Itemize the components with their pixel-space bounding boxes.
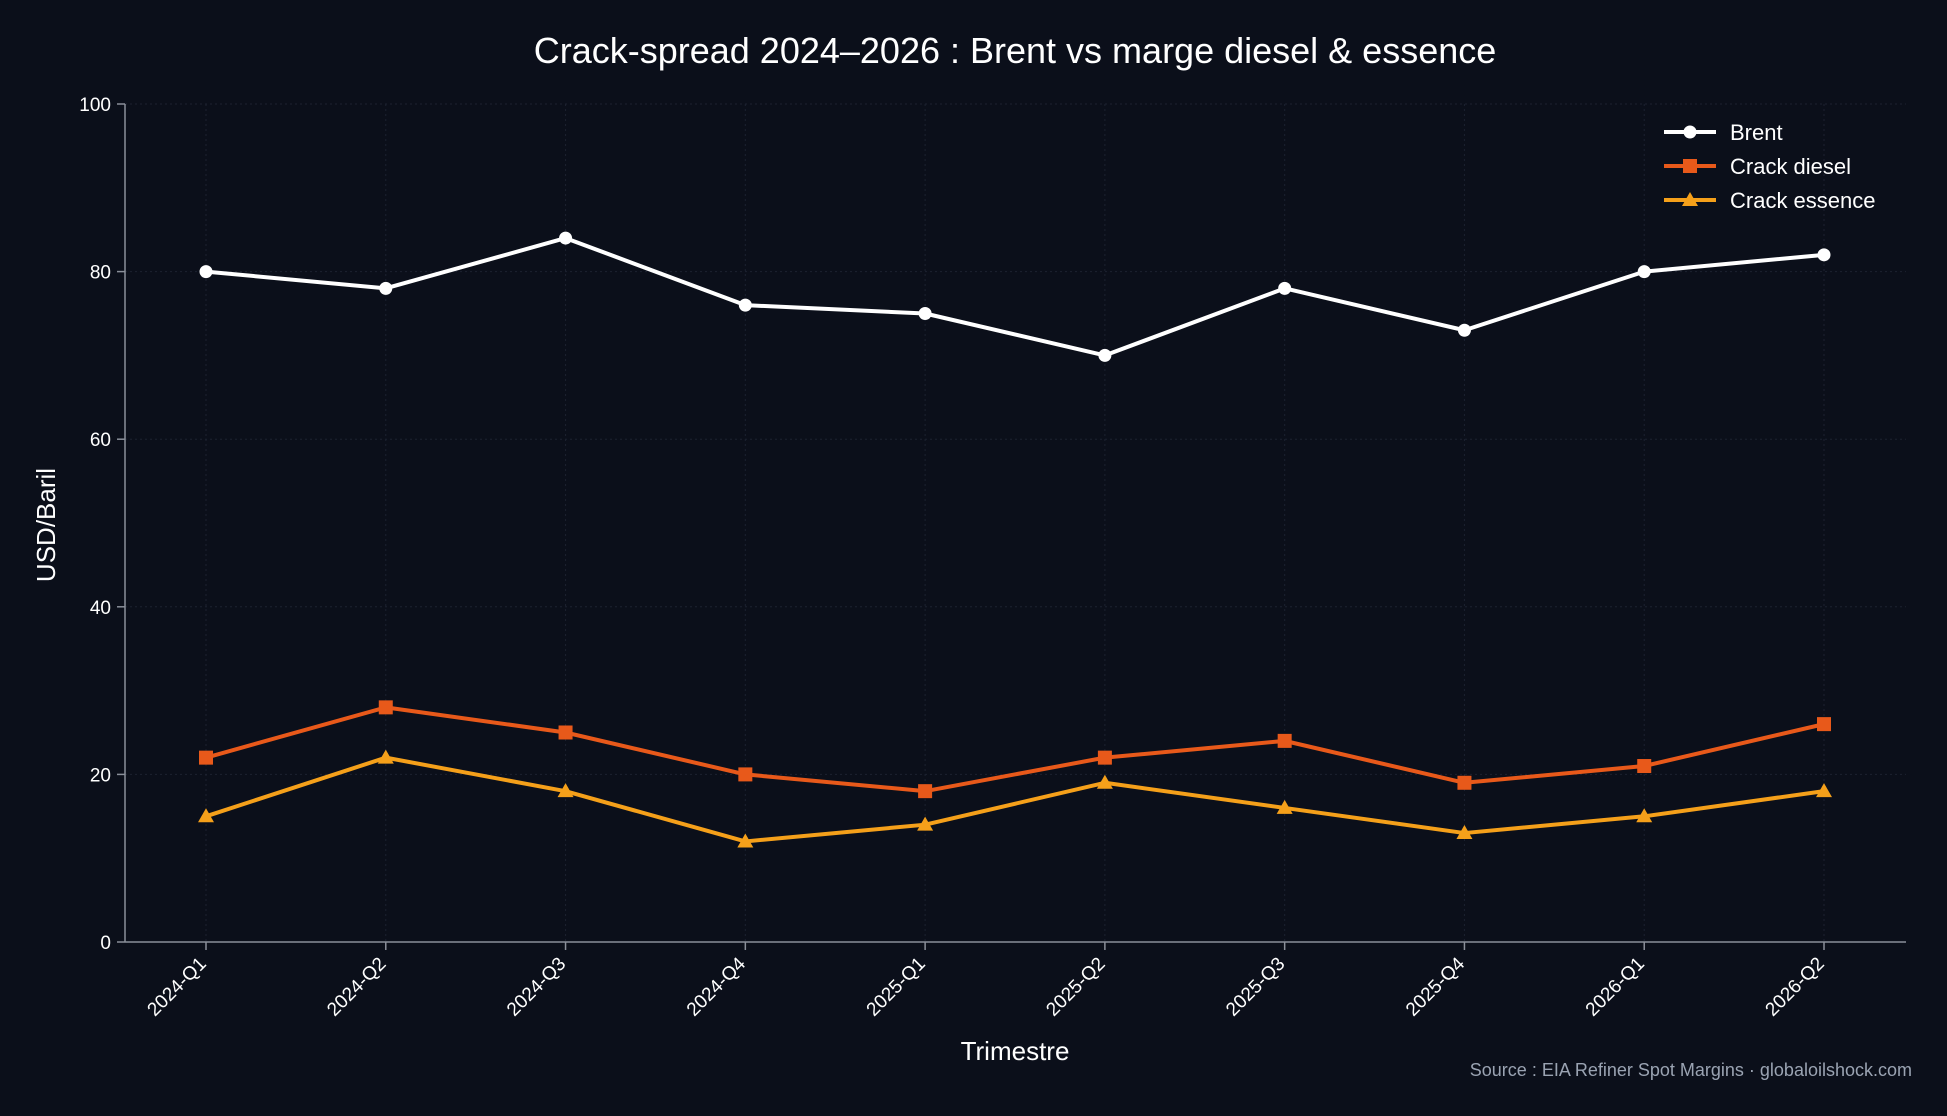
data-point-crack-diesel [558, 725, 573, 740]
data-point-crack-diesel [918, 784, 933, 799]
y-tick-label: 80 [90, 263, 111, 284]
legend-item-crack-diesel: Crack diesel [1664, 154, 1851, 179]
data-point-crack-diesel [1277, 733, 1292, 748]
data-point-crack-diesel [1637, 759, 1652, 774]
data-point-brent [918, 307, 932, 320]
data-point-crack-essence [1096, 774, 1113, 789]
x-tick-label: 2024-Q4 [683, 953, 750, 1020]
data-point-crack-diesel [1817, 717, 1831, 732]
x-tick-label: 2025-Q1 [863, 954, 930, 1021]
series-line-crack-essence [205, 755, 1825, 844]
x-tick-label: 2025-Q3 [1222, 954, 1289, 1021]
x-tick-label: 2026-Q1 [1582, 954, 1649, 1021]
x-tick-label: 2026-Q2 [1762, 954, 1829, 1021]
y-tick-label: 40 [90, 598, 111, 619]
data-point-crack-diesel [738, 767, 753, 782]
data-point-crack-diesel [1097, 750, 1112, 765]
data-point-crack-essence [737, 833, 754, 848]
data-point-crack-essence [917, 816, 934, 831]
data-point-crack-diesel [199, 750, 213, 765]
chart-title: Crack-spread 2024–2026 : Brent vs marge … [534, 30, 1497, 71]
data-point-crack-essence [377, 749, 394, 764]
legend-marker [1682, 192, 1698, 206]
data-point-crack-essence [1816, 783, 1832, 798]
data-point-brent [1817, 248, 1831, 262]
data-point-crack-diesel [378, 700, 393, 715]
series-line-crack-diesel [205, 705, 1825, 794]
legend: Brent Crack diesel Crack essence [1664, 120, 1876, 213]
source-note: Source : EIA Refiner Spot Margins · glob… [1470, 1060, 1912, 1080]
x-axis-label: Trimestre [961, 1036, 1070, 1066]
y-axis-label: USD/Baril [31, 468, 61, 582]
x-tick-label: 2024-Q3 [503, 954, 570, 1021]
data-point-brent [1098, 348, 1112, 362]
axes: 0 20 40 60 80 100 2024-Q1 2024-Q2 2024-Q3 2024-Q4… [79, 95, 1906, 1021]
legend-label: Crack diesel [1730, 154, 1851, 179]
series-line-brent [205, 236, 1825, 358]
data-point-crack-essence [1456, 825, 1473, 840]
data-point-crack-essence [198, 808, 214, 823]
x-tick-label: 2024-Q1 [144, 954, 211, 1021]
data-point-crack-diesel [1457, 775, 1472, 790]
y-tick-label: 20 [90, 765, 111, 786]
data-point-brent [1457, 323, 1471, 337]
y-tick-label: 100 [79, 95, 111, 116]
y-tick-label: 60 [90, 430, 111, 451]
data-point-brent [379, 281, 393, 295]
series-crack-diesel [199, 700, 1831, 799]
legend-item-crack-essence: Crack essence [1664, 188, 1876, 213]
data-point-brent [738, 298, 752, 312]
data-point-brent [1637, 265, 1651, 279]
y-tick-label: 0 [100, 933, 111, 954]
legend-marker [1683, 159, 1697, 173]
legend-marker [1683, 125, 1697, 139]
data-point-brent [199, 265, 213, 279]
series-crack-essence [198, 749, 1832, 848]
data-point-crack-essence [557, 783, 574, 798]
series-lines [198, 231, 1832, 848]
series-brent [199, 231, 1831, 362]
legend-label: Crack essence [1730, 188, 1876, 213]
x-tick-label: 2025-Q2 [1042, 954, 1109, 1021]
legend-item-brent: Brent [1664, 120, 1783, 145]
x-tick-label: 2024-Q2 [323, 954, 390, 1021]
legend-label: Brent [1730, 120, 1783, 145]
data-point-brent [1278, 281, 1292, 295]
data-point-brent [559, 231, 573, 245]
data-point-crack-essence [1276, 799, 1293, 814]
data-point-crack-essence [1636, 808, 1653, 823]
x-tick-label: 2025-Q4 [1402, 953, 1469, 1020]
